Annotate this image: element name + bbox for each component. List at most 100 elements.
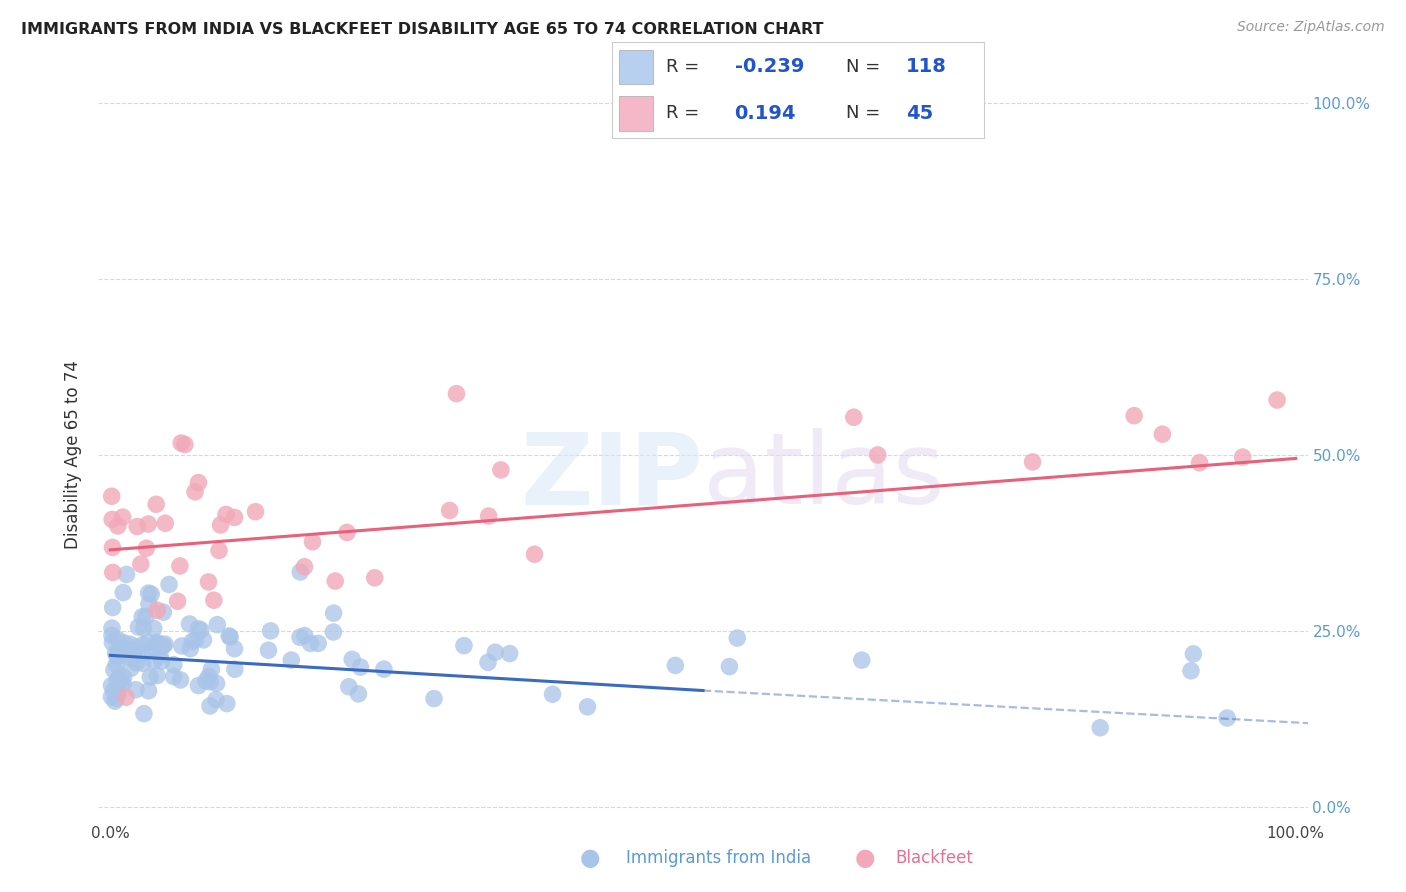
Point [453, 639, 475, 653]
Point [423, 691, 446, 706]
Point [280, 653, 302, 667]
Point [208, 543, 231, 558]
Point [173, 437, 195, 451]
Point [184, 632, 207, 647]
Point [170, 436, 193, 450]
Point [107, 632, 129, 647]
Point [105, 691, 128, 706]
Point [100, 679, 122, 693]
Point [135, 541, 157, 556]
Point [215, 508, 238, 522]
Point [105, 657, 128, 672]
Point [224, 510, 246, 524]
Point [187, 622, 209, 636]
Point [132, 646, 155, 660]
Point [157, 577, 180, 591]
Point [169, 559, 191, 574]
Point [349, 660, 371, 674]
Point [103, 684, 125, 698]
Point [219, 630, 242, 644]
Point [115, 690, 138, 705]
Point [205, 676, 228, 690]
Point [1180, 664, 1202, 678]
Point [146, 637, 169, 651]
Point [145, 497, 167, 511]
Point [111, 643, 134, 657]
Point [101, 628, 124, 642]
Point [163, 657, 186, 672]
Point [294, 559, 316, 574]
Point [112, 636, 135, 650]
Point [259, 624, 281, 638]
Point [150, 654, 173, 668]
Point [107, 519, 129, 533]
Text: N =: N = [846, 58, 880, 76]
Text: atlas: atlas [703, 428, 945, 525]
Text: N =: N = [846, 104, 880, 122]
FancyBboxPatch shape [619, 50, 652, 85]
Point [718, 659, 741, 673]
Point [294, 629, 316, 643]
Point [218, 629, 240, 643]
Point [121, 651, 143, 665]
Point [224, 662, 246, 676]
Point [1232, 450, 1254, 464]
Point [187, 679, 209, 693]
Point [340, 652, 363, 666]
Point [179, 616, 201, 631]
Point [337, 680, 360, 694]
Point [146, 635, 169, 649]
Point [136, 516, 159, 531]
Point [142, 621, 165, 635]
Point [101, 512, 124, 526]
Point [197, 574, 219, 589]
Point [152, 605, 174, 619]
Point [322, 625, 344, 640]
Point [146, 603, 169, 617]
Point [155, 516, 177, 531]
Point [1182, 647, 1205, 661]
Point [120, 637, 142, 651]
Point [301, 534, 323, 549]
Point [489, 463, 512, 477]
Point [439, 503, 461, 517]
Point [103, 663, 125, 677]
Point [202, 593, 225, 607]
Point [107, 684, 129, 698]
Point [149, 648, 172, 663]
Point [131, 609, 153, 624]
Point [197, 669, 219, 683]
Point [139, 670, 162, 684]
Point [851, 653, 873, 667]
Point [124, 643, 146, 657]
Point [132, 706, 155, 721]
Point [1152, 427, 1174, 442]
Point [125, 640, 148, 655]
Point [111, 510, 134, 524]
Text: 0.194: 0.194 [734, 103, 796, 123]
Point [307, 636, 329, 650]
Point [198, 698, 221, 713]
Point [215, 697, 238, 711]
Text: ZIP: ZIP [520, 428, 703, 525]
Point [499, 647, 522, 661]
Point [100, 690, 122, 704]
Point [135, 609, 157, 624]
Text: ●: ● [581, 847, 600, 870]
Point [125, 656, 148, 670]
FancyBboxPatch shape [619, 95, 652, 130]
Point [364, 571, 387, 585]
Point [541, 687, 564, 701]
Point [205, 692, 228, 706]
Point [190, 623, 212, 637]
Point [127, 620, 149, 634]
Point [101, 541, 124, 555]
Point [866, 448, 889, 462]
Point [141, 643, 163, 657]
Point [127, 519, 149, 533]
Point [125, 682, 148, 697]
Point [245, 505, 267, 519]
Point [1088, 721, 1111, 735]
Point [136, 635, 159, 649]
Point [1123, 409, 1146, 423]
